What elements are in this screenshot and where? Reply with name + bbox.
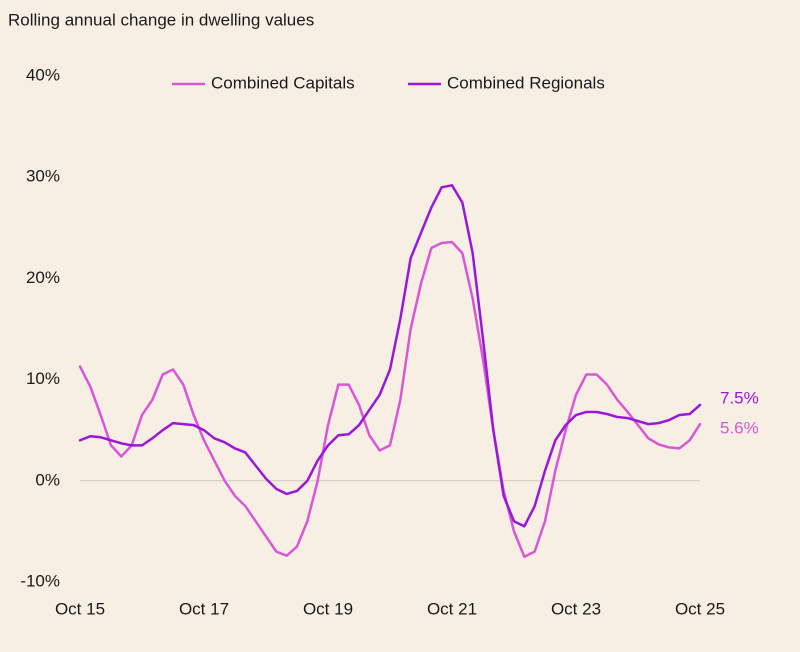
y-tick-label: 10%: [26, 369, 60, 388]
x-tick-label: Oct 23: [551, 599, 601, 618]
end-label: 5.6%: [720, 419, 759, 438]
chart-title: Rolling annual change in dwelling values: [8, 10, 314, 29]
legend-label: Combined Regionals: [447, 73, 605, 92]
y-tick-label: 30%: [26, 167, 60, 186]
series-line: [78, 184, 702, 528]
x-tick-label: Oct 19: [303, 599, 353, 618]
y-tick-label: 0%: [35, 470, 60, 489]
end-label: 7.5%: [720, 388, 759, 407]
y-tick-label: 40%: [26, 65, 60, 84]
x-tick-label: Oct 17: [179, 599, 229, 618]
y-tick-label: 20%: [26, 268, 60, 287]
series-line: [78, 240, 702, 558]
x-tick-label: Oct 25: [675, 599, 725, 618]
x-tick-label: Oct 21: [427, 599, 477, 618]
x-tick-label: Oct 15: [55, 599, 105, 618]
y-tick-label: -10%: [20, 571, 60, 590]
legend-label: Combined Capitals: [211, 73, 355, 92]
